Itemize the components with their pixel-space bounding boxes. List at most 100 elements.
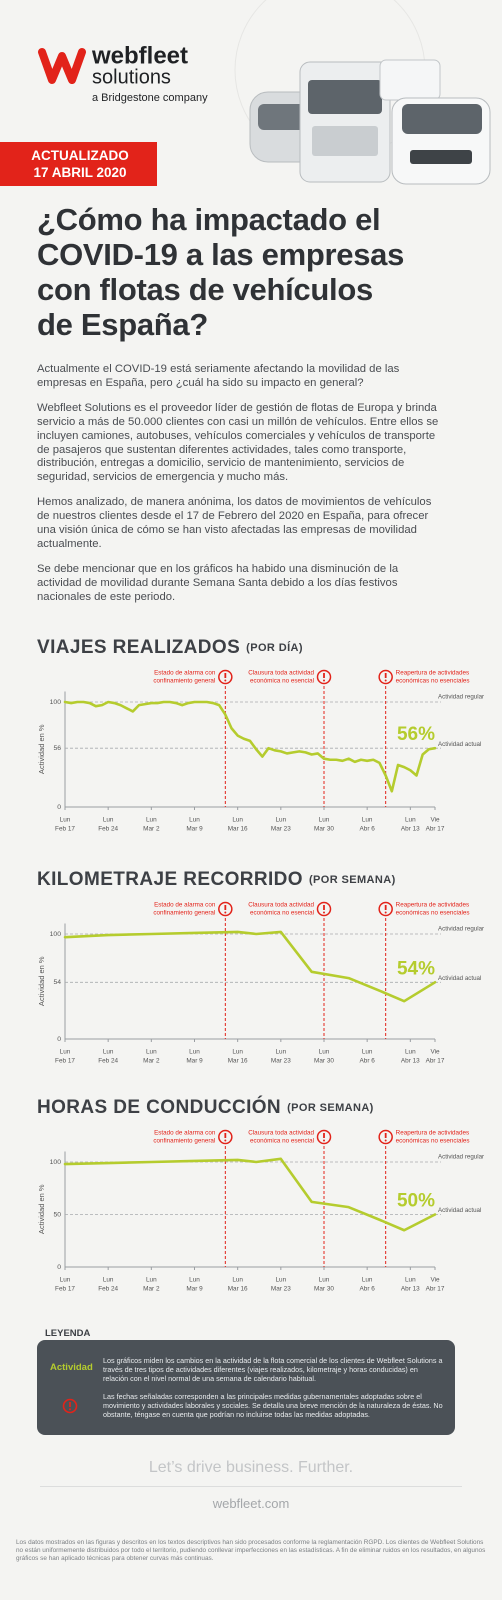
x-tick-day: Lun [275,817,286,824]
x-tick-label: Mar 16 [228,1058,248,1065]
x-tick-day: Lun [232,817,243,824]
series-name: Actividad actual [438,975,481,982]
event-label: Clausura toda actividad [248,670,314,677]
legend-events-text: Las fechas señaladas corresponden a las … [103,1392,443,1420]
chart-subtitle: (POR DÍA) [246,641,303,654]
event-label: confinamiento general [153,1138,215,1145]
chart: VIAJES REALIZADOS (POR DÍA) Actividad en %… [37,637,484,833]
x-tick-label: Mar 23 [271,826,291,833]
slogan: Let’s drive business. Further. [148,1459,354,1476]
series-line [63,1157,437,1232]
legend-activity-label: Actividad [50,1362,93,1373]
x-tick-day: Lun [189,1277,200,1284]
event-icon-bar [224,1133,227,1138]
paragraph: Se debe mencionar que en los gráficos ha… [37,562,399,603]
event-icon-dot [224,1139,227,1142]
x-tick-day: Lun [275,1049,286,1056]
x-tick-label: Feb 17 [55,826,75,833]
event-icon-bar [384,673,387,678]
chart-title: VIAJES REALIZADOS (POR DÍA) [37,637,303,658]
brand-sub: solutions [92,66,171,88]
badge: ACTUALIZADO 17 ABRIL 2020 [10,147,150,181]
event-label: Clausura toda actividad [248,902,314,909]
chart-title: KILOMETRAJE RECORRIDO (POR SEMANA) [37,869,396,890]
intro: Actualmente el COVID-19 está seriamente … [37,363,439,616]
x-tick-label: Abr 17 [426,826,445,833]
x-tick-day: Lun [146,1049,157,1056]
event-icon-dot [384,1139,387,1142]
chart-title-main: HORAS DE CONDUCCIÓN [37,1096,281,1118]
x-tick-label: Mar 2 [143,1286,160,1293]
value-label: 50% [397,1191,435,1212]
legend-event-icon [62,1398,78,1414]
y-tick-label: 54 [53,979,61,986]
icon-dot [69,1408,71,1411]
event-icon-dot [323,911,325,914]
x-tick-label: Abr 13 [401,1058,420,1065]
badge-line: ACTUALIZADO [31,148,129,163]
event-label: Reapertura de actividades [396,1130,470,1137]
x-tick-day: Lun [362,1049,373,1056]
x-tick-label: Abr 13 [401,826,420,833]
event-label: económicas no esenciales [396,1138,470,1145]
x-tick-day: Lun [60,1049,71,1056]
legend-box [37,1340,455,1435]
series-name: Actividad actual [438,741,481,748]
x-tick-label: Abr 13 [401,1286,420,1293]
chart-title-main: VIAJES REALIZADOS [37,637,240,658]
x-tick-day: Lun [103,1049,114,1056]
url: webfleet.com [212,1496,290,1511]
paragraph: Hemos analizado, de manera anónima, los … [37,496,432,550]
x-tick-day: Lun [146,817,157,824]
x-tick-label: Feb 17 [55,1058,75,1065]
bus-window [258,104,310,130]
x-tick-day: Vie [430,817,440,824]
legend-activity-text: Los gráficos miden los cambios en la act… [103,1356,443,1384]
chart-title-main: KILOMETRAJE RECORRIDO [37,869,303,890]
x-tick-label: Mar 30 [314,826,334,833]
x-tick-label: Feb 24 [98,1286,118,1293]
event-icon-bar [323,1133,325,1138]
chart: KILOMETRAJE RECORRIDO (POR SEMANA) Activid… [37,869,484,1065]
y-tick-label: 0 [57,804,61,811]
x-tick-label: Mar 9 [186,1058,203,1065]
vehicles-illustration [249,59,491,185]
x-tick-label: Abr 6 [360,1058,376,1065]
event-label: Reapertura de actividades [396,670,470,677]
event-icon-bar [224,673,227,678]
event-icon-dot [384,911,387,914]
event-label: Clausura toda actividad [248,1130,314,1137]
x-tick-label: Feb 17 [55,1286,75,1293]
x-tick-label: Abr 17 [426,1058,445,1065]
header-graphics: webfleet solutions a Bridgestone company [0,0,491,186]
x-tick-day: Lun [319,817,330,824]
truck-window [308,80,382,114]
reference-label: Actividad regular [438,926,484,933]
y-tick-label: 56 [53,745,61,752]
x-tick-day: Lun [362,817,373,824]
x-tick-label: Feb 24 [98,1058,118,1065]
logo-w [38,48,86,84]
event-label: confinamiento general [153,678,215,685]
y-tick-label: 50 [53,1211,61,1218]
x-tick-day: Lun [60,1277,71,1284]
y-tick-label: 100 [50,931,62,938]
x-tick-label: Feb 24 [98,826,118,833]
x-tick-day: Lun [189,817,200,824]
x-tick-day: Lun [189,1049,200,1056]
y-axis-label: Actividad en % [37,956,46,1006]
paragraph: Webfleet Solutions es el proveedor líder… [37,401,439,484]
x-tick-day: Lun [319,1277,330,1284]
logo-mark [38,48,86,84]
x-tick-day: Lun [405,817,416,824]
value-label: 56% [397,724,435,745]
disclaimer: Los datos mostrados en las figuras y des… [16,1539,486,1563]
event-label: Estado de alarma con [154,902,216,909]
event-icon-bar [384,1133,387,1138]
y-axis-label: Actividad en % [37,1184,46,1234]
icon-ring [62,1398,78,1414]
chart-subtitle: (POR SEMANA) [287,1102,374,1114]
paragraph: Actualmente el COVID-19 está seriamente … [37,363,400,389]
x-tick-day: Lun [232,1049,243,1056]
event-icon-dot [224,911,227,914]
